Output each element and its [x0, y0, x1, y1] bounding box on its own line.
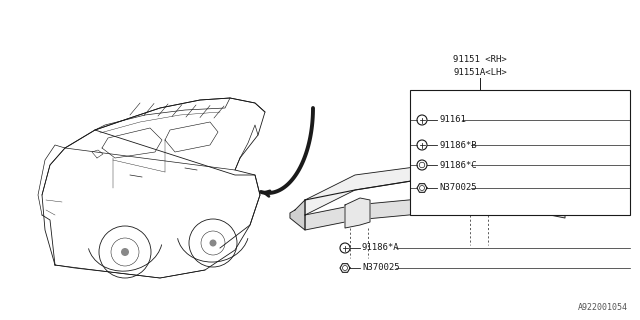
Text: 91186*B: 91186*B	[439, 140, 477, 149]
Polygon shape	[565, 168, 575, 192]
Polygon shape	[465, 185, 490, 215]
Text: 91151 <RH>: 91151 <RH>	[453, 55, 507, 64]
Text: 91186*C: 91186*C	[439, 161, 477, 170]
Polygon shape	[290, 200, 305, 230]
Text: A922001054: A922001054	[578, 303, 628, 312]
Circle shape	[209, 239, 216, 246]
Polygon shape	[305, 162, 565, 215]
Circle shape	[121, 248, 129, 256]
Polygon shape	[305, 198, 565, 230]
Text: N370025: N370025	[362, 263, 399, 273]
Text: 91161: 91161	[439, 116, 466, 124]
Text: N370025: N370025	[439, 183, 477, 193]
Bar	[410, 90, 630, 215]
Polygon shape	[345, 198, 370, 228]
Text: 91186*A: 91186*A	[362, 244, 399, 252]
Text: 91151A<LH>: 91151A<LH>	[453, 68, 507, 77]
